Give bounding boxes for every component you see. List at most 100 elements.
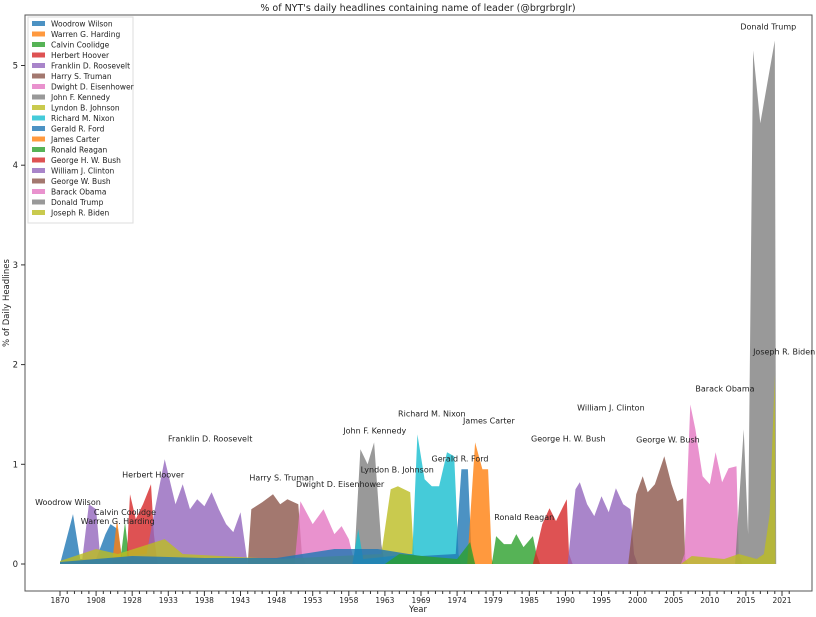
- legend-swatch: [32, 136, 45, 142]
- legend-swatch: [32, 157, 45, 163]
- legend-label: Donald Trump: [51, 198, 104, 207]
- annotation-label: Herbert Hoover: [122, 470, 185, 479]
- annotation-label: Calvin Coolidge: [94, 508, 156, 517]
- legend-box: [27, 16, 134, 224]
- plot-frame: [24, 14, 813, 592]
- x-tick-label: 2015: [736, 596, 755, 605]
- areas-layer: [60, 40, 777, 565]
- area-harry-s-truman: [247, 494, 306, 564]
- x-tick-label: 1974: [448, 596, 467, 605]
- legend-swatch: [32, 84, 45, 89]
- area-joseph-r-biden: [680, 374, 776, 564]
- x-tick-label: 2010: [700, 596, 719, 605]
- y-tick-label: 2: [13, 361, 18, 371]
- x-tick-label: 1963: [375, 596, 394, 605]
- y-tick-label: 1: [13, 460, 18, 470]
- legend-swatch: [32, 63, 45, 68]
- legend-swatch: [32, 94, 45, 100]
- legend-label: Warren G. Harding: [51, 30, 121, 39]
- x-axis: 1870 1908 1928 1933 1938 1943 1948 1953 1958 1963…: [50, 591, 792, 605]
- legend-swatch: [32, 52, 45, 58]
- legend-label: William J. Clinton: [51, 167, 115, 176]
- annotation-label: Warren G. Harding: [81, 517, 155, 526]
- x-tick-label: 1870: [50, 596, 69, 605]
- area-john-f-kennedy: [352, 442, 385, 564]
- y-tick-label: 3: [13, 261, 18, 271]
- area-james-carter: [467, 442, 494, 564]
- legend-label: Harry S. Truman: [51, 72, 112, 81]
- legend-label: Lyndon B. Johnson: [51, 104, 120, 113]
- legend-label: Franklin D. Roosevelt: [51, 62, 130, 71]
- y-tick-label: 0: [13, 560, 18, 570]
- x-tick-label: 1908: [87, 596, 106, 605]
- area-dwight-d-eisenhower: [294, 501, 357, 564]
- annotation-label: Dwight D. Eisenhower: [296, 480, 385, 489]
- y-axis-label: % of Daily Headlines: [2, 258, 12, 346]
- x-tick-label: 1928: [123, 596, 142, 605]
- x-tick-label: 2021: [772, 596, 791, 605]
- legend-swatch: [32, 168, 45, 173]
- legend-label: Joseph R. Biden: [50, 209, 110, 218]
- area-william-j-clinton: [567, 482, 638, 564]
- legend-label: George W. Bush: [51, 177, 111, 186]
- area-lyndon-b-johnson: [60, 486, 418, 564]
- legend-label: Richard M. Nixon: [51, 114, 115, 123]
- x-tick-label: 1933: [159, 596, 178, 605]
- legend-label: Woodrow Wilson: [51, 20, 113, 29]
- annotation-label: Gerald R. Ford: [432, 454, 489, 463]
- annotation-label: Ronald Reagan: [494, 513, 554, 522]
- legend-label: Gerald R. Ford: [51, 125, 105, 134]
- legend-label: Ronald Reagan: [51, 146, 107, 155]
- legend-label: Calvin Coolidge: [51, 41, 110, 50]
- annotation-label: Barack Obama: [695, 385, 754, 394]
- annotation-label: James Carter: [462, 416, 516, 425]
- annotation-label: George H. W. Bush: [531, 434, 606, 443]
- legend-label: Dwight D. Eisenhower: [51, 83, 135, 92]
- legend-swatch: [32, 126, 45, 131]
- legend-swatch: [32, 199, 45, 205]
- area-ronald-reagan: [384, 534, 541, 564]
- annotation-label: William J. Clinton: [577, 403, 645, 412]
- annotation-label: Donald Trump: [740, 23, 796, 32]
- annotation-label: Franklin D. Roosevelt: [168, 434, 252, 443]
- x-tick-label: 1995: [592, 596, 611, 605]
- x-tick-label: 2005: [664, 596, 683, 605]
- y-axis: 0 1 2 3 4 5: [13, 62, 25, 570]
- legend-swatch: [32, 105, 45, 110]
- x-tick-label: 1948: [267, 596, 286, 605]
- area-barack-obama: [680, 404, 743, 564]
- x-tick-label: 1979: [484, 596, 503, 605]
- annotation-label: Richard M. Nixon: [398, 409, 466, 418]
- legend-label: Herbert Hoover: [51, 51, 110, 60]
- legend-swatch: [32, 189, 45, 194]
- legend-swatch: [32, 178, 45, 184]
- annotation-label: Woodrow Wilson: [35, 498, 101, 507]
- legend-swatch: [32, 115, 45, 121]
- area-george-w-bush: [628, 456, 689, 564]
- x-tick-label: 2000: [628, 596, 647, 605]
- annotation-label: Joseph R. Biden: [752, 348, 815, 357]
- area-richard-m-nixon: [352, 434, 461, 564]
- x-axis-label: Year: [408, 605, 428, 615]
- legend-label: Barack Obama: [51, 188, 106, 197]
- area-woodrow-wilson: [60, 514, 125, 564]
- x-tick-label: 1938: [195, 596, 214, 605]
- annotation-label: George W. Bush: [636, 435, 700, 444]
- legend-swatch: [32, 42, 45, 47]
- chart-title: % of NYT's daily headlines containing na…: [260, 3, 575, 14]
- area-franklin-d-roosevelt: [81, 459, 248, 564]
- legend-swatch: [32, 21, 45, 26]
- y-tick-label: 5: [13, 62, 18, 72]
- x-tick-label: 1953: [303, 596, 322, 605]
- legend-swatch: [32, 31, 45, 37]
- x-tick-label: 1943: [231, 596, 250, 605]
- x-tick-label: 1958: [339, 596, 358, 605]
- annotation-label: Harry S. Truman: [249, 473, 314, 482]
- annotation-label: Lyndon B. Johnson: [361, 465, 434, 474]
- x-tick-label: 1969: [411, 596, 430, 605]
- x-tick-label: 1990: [556, 596, 575, 605]
